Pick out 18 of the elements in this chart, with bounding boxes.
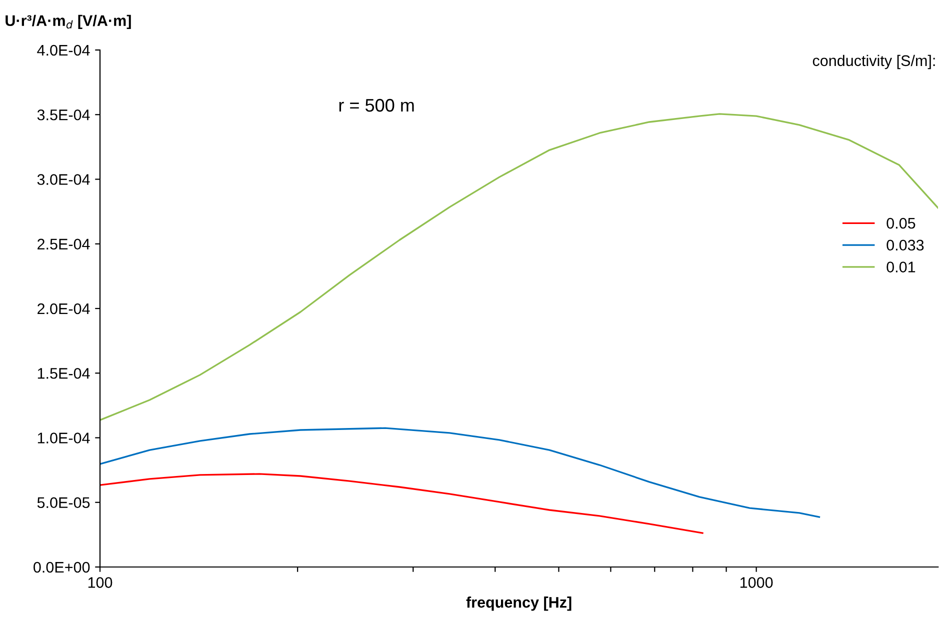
y-tick-label: 3.0E-04: [37, 174, 90, 185]
x-tick-label: 1000: [740, 577, 773, 588]
y-tick-label: 1.5E-04: [38, 368, 90, 379]
x-axis-title: frequency [Hz]: [466, 596, 572, 611]
y-tick-label: 4.0E-04: [37, 44, 90, 56]
y-axis-title: U·r³/A·m$_{d}$ [V/A·m]: [6, 14, 131, 30]
legend-label: 0.05: [886, 218, 916, 229]
annotation: r = 500 m: [339, 98, 414, 112]
y-tick-label: 2.0E-04: [38, 303, 90, 314]
y-tick-label: 3.5E-04: [37, 109, 90, 120]
y-tick-label: 1.0E-04: [38, 432, 90, 444]
y-tick-label: 2.5E-04: [38, 238, 90, 250]
legend-label: 0.033: [886, 240, 924, 251]
y-tick-label: 5.0E-05: [37, 497, 90, 508]
x-tick-label: 100: [88, 577, 112, 588]
y-tick-label: 0.0E+00: [34, 562, 90, 573]
legend-title: conductivity [S/m]:: [812, 54, 935, 70]
legend-label: 0.01: [886, 262, 916, 272]
